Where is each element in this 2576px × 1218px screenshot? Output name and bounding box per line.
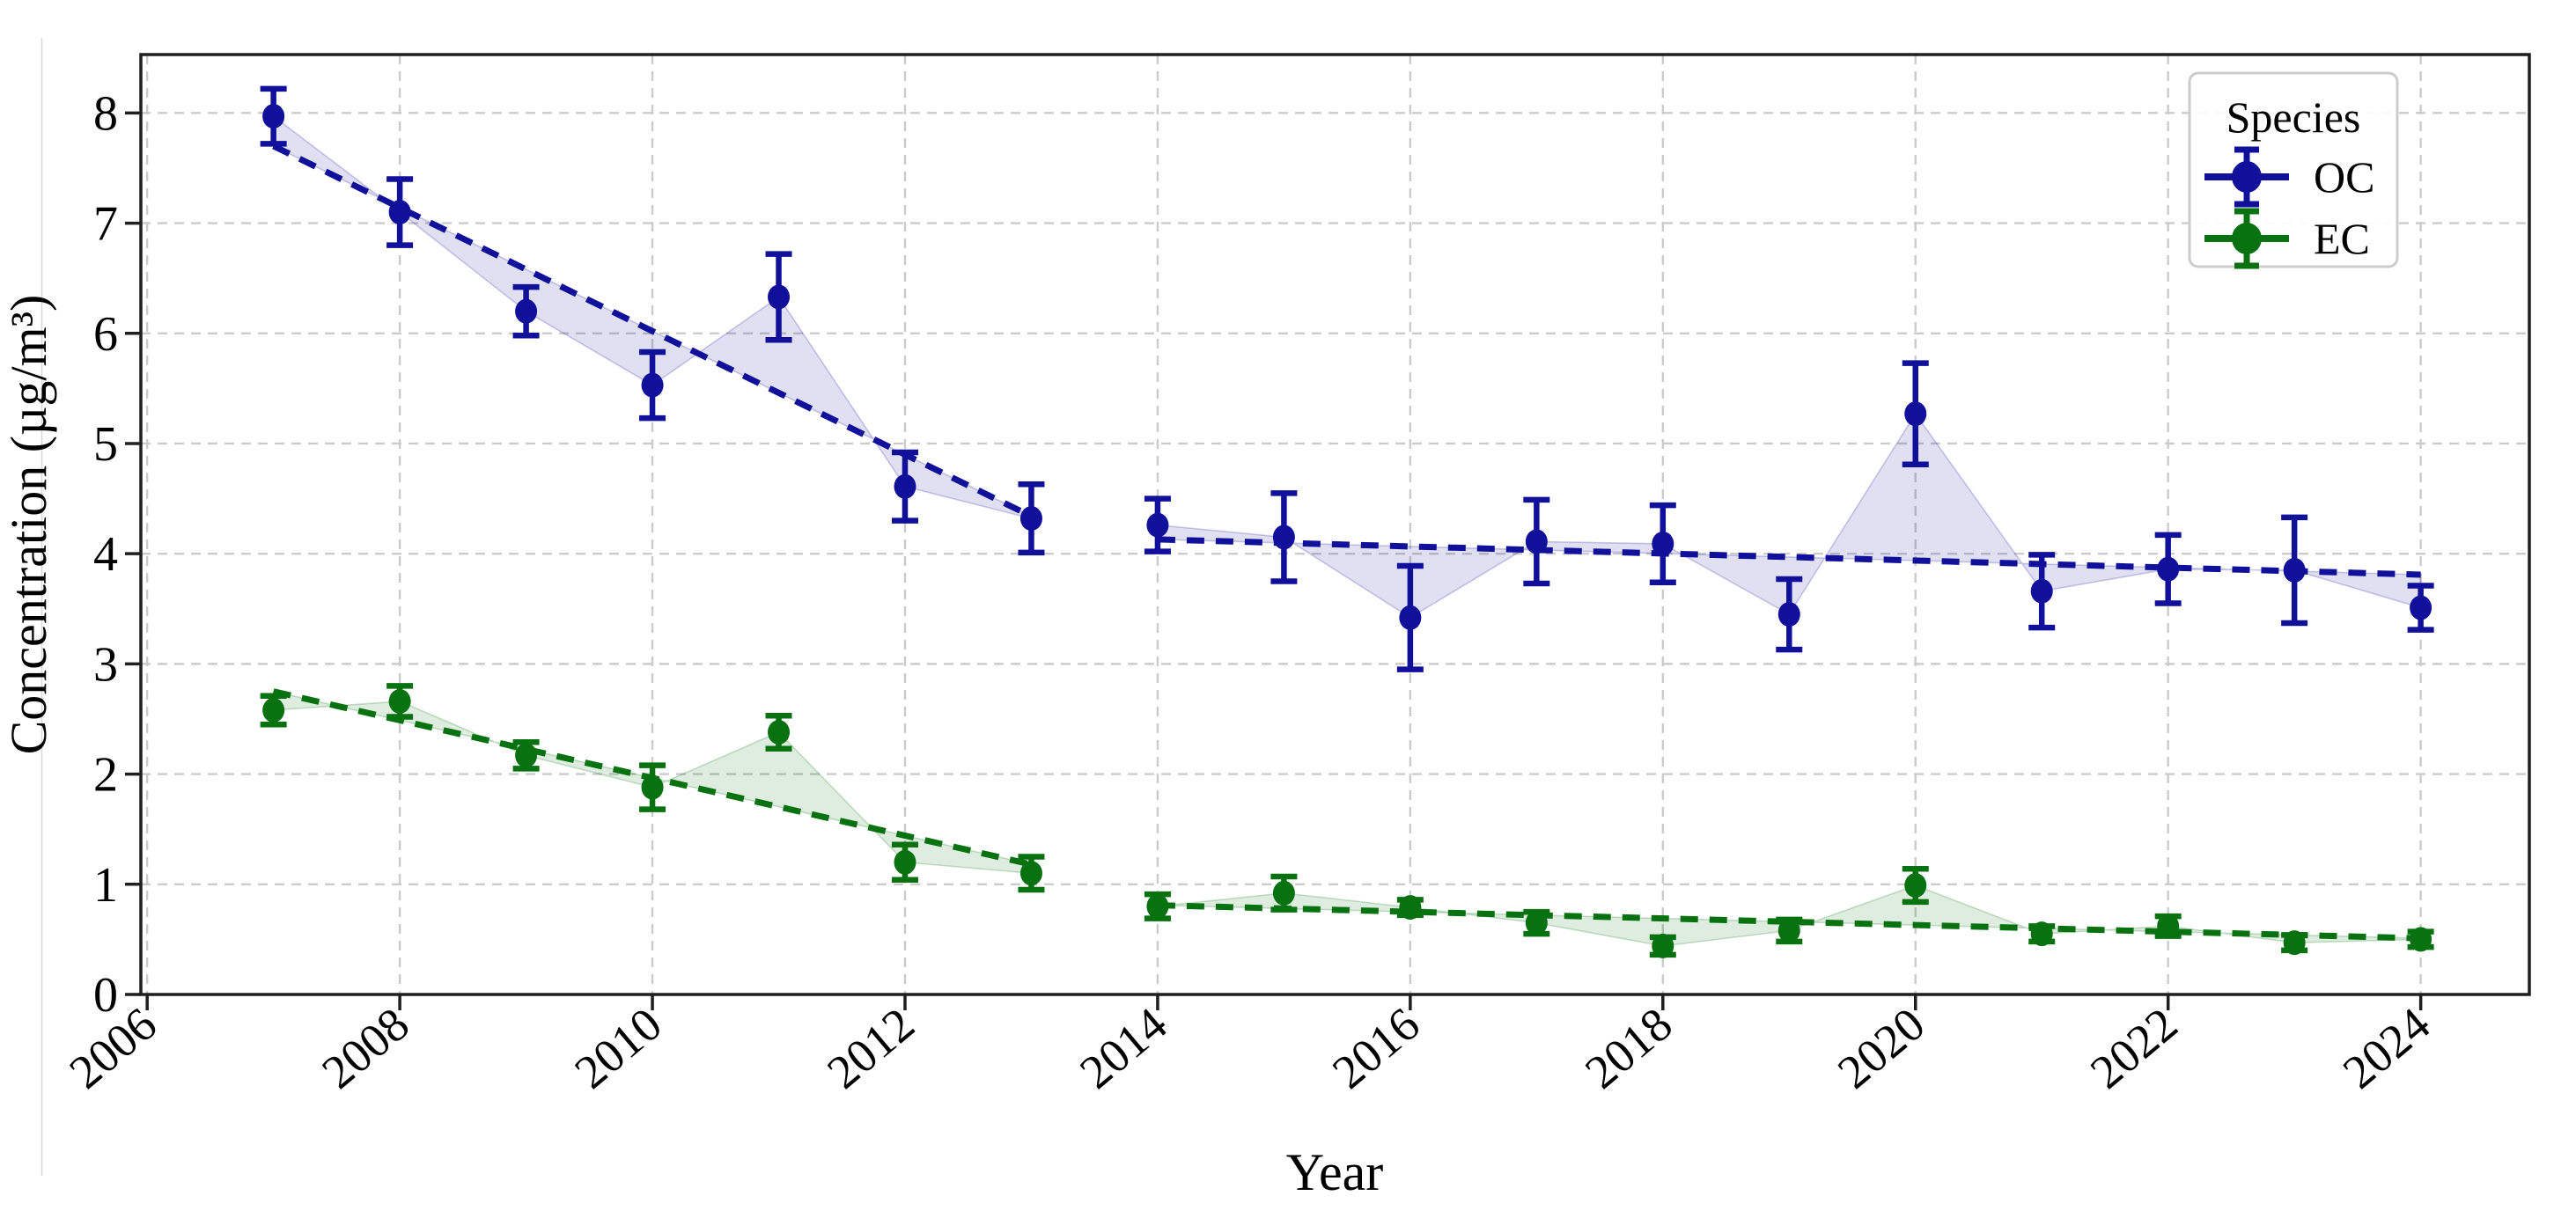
y-tick-label: 6 — [93, 307, 118, 362]
axis-tick-labels: 2006 2008 2010 2012 2014 2016 2018 2020 2022 2024… — [60, 86, 2440, 1098]
oc-data-point — [1146, 512, 1169, 538]
y-tick-label: 1 — [93, 858, 118, 913]
oc-data-point — [1904, 401, 1927, 427]
data-points — [262, 104, 2432, 958]
legend-box — [2188, 71, 2399, 268]
x-tick-label: 2020 — [1828, 997, 1934, 1098]
oc-data-point — [388, 200, 411, 225]
legend-oc-marker-icon — [2204, 146, 2289, 208]
oc-data-point — [515, 298, 538, 324]
confidence-bands — [272, 114, 2422, 947]
ec-data-point — [1272, 880, 1295, 906]
ec-trend-line — [1157, 902, 2421, 942]
error-bars — [260, 85, 2434, 958]
oc-confidence-band — [1157, 412, 2422, 619]
y-tick-label: 4 — [93, 527, 118, 582]
oc-data-point — [1525, 529, 1548, 554]
axis-ticks — [125, 111, 2423, 1010]
oc-data-point — [1399, 605, 1422, 630]
y-tick-label: 0 — [93, 968, 118, 1023]
legend-marker-icons — [2204, 146, 2289, 269]
legend: Species OC EC — [2188, 71, 2399, 269]
oc-data-point — [2030, 578, 2053, 604]
ec-data-point — [641, 774, 664, 800]
x-tick-label: 2022 — [2080, 997, 2187, 1098]
oc-data-point — [262, 104, 285, 129]
y-tick-label: 3 — [93, 637, 118, 692]
ec-data-point — [2030, 921, 2053, 947]
ec-data-point — [1777, 918, 1800, 943]
ec-data-point — [2410, 927, 2432, 952]
y-tick-label: 7 — [93, 197, 118, 252]
x-tick-label: 2012 — [817, 997, 924, 1098]
ec-data-point — [2157, 914, 2180, 939]
plot-border — [139, 53, 2531, 996]
trend-lines — [272, 143, 2421, 942]
ec-data-point — [262, 697, 285, 723]
ec-data-point — [1399, 895, 1422, 921]
oc-data-point — [2410, 595, 2432, 620]
oc-data-point — [1777, 602, 1800, 627]
ec-data-point — [1019, 861, 1042, 886]
legend-oc-label: OC — [2314, 152, 2374, 202]
ec-data-point — [1525, 910, 1548, 936]
ec-data-point — [1146, 893, 1169, 919]
ec-data-point — [768, 720, 791, 745]
ec-data-point — [1904, 873, 1927, 899]
y-tick-label: 8 — [93, 86, 118, 141]
x-tick-label: 2018 — [1575, 997, 1682, 1098]
oc-data-point — [2283, 557, 2306, 583]
x-tick-label: 2010 — [564, 997, 671, 1098]
x-tick-label: 2016 — [1322, 997, 1429, 1098]
gridlines — [141, 55, 2529, 996]
legend-ec-label: EC — [2314, 214, 2370, 263]
legend-ec-marker-icon — [2204, 208, 2289, 269]
oc-trend-line — [1157, 536, 2421, 578]
oc-data-point — [1652, 531, 1674, 556]
ec-data-point — [1652, 933, 1674, 958]
x-tick-label: 2014 — [1070, 997, 1176, 1098]
ec-data-point — [515, 743, 538, 768]
oc-data-point — [768, 284, 791, 310]
oc-data-point — [2157, 556, 2180, 582]
ec-data-point — [388, 688, 411, 714]
legend-title: Species — [2226, 92, 2361, 142]
y-axis-label: Concentration (µg/m³) — [0, 295, 57, 755]
x-tick-label: 2008 — [313, 997, 419, 1098]
x-tick-label: 2024 — [2333, 997, 2440, 1098]
ec-data-point — [894, 849, 916, 875]
y-tick-label: 2 — [93, 748, 118, 803]
oc-data-point — [1019, 506, 1042, 532]
oc-data-point — [641, 372, 664, 398]
y-tick-label: 5 — [93, 417, 118, 472]
oc-data-point — [894, 473, 916, 499]
oc-data-point — [1272, 525, 1295, 550]
axes-spines — [139, 53, 2531, 996]
ec-data-point — [2283, 930, 2306, 956]
x-axis-label: Year — [1286, 1143, 1384, 1201]
